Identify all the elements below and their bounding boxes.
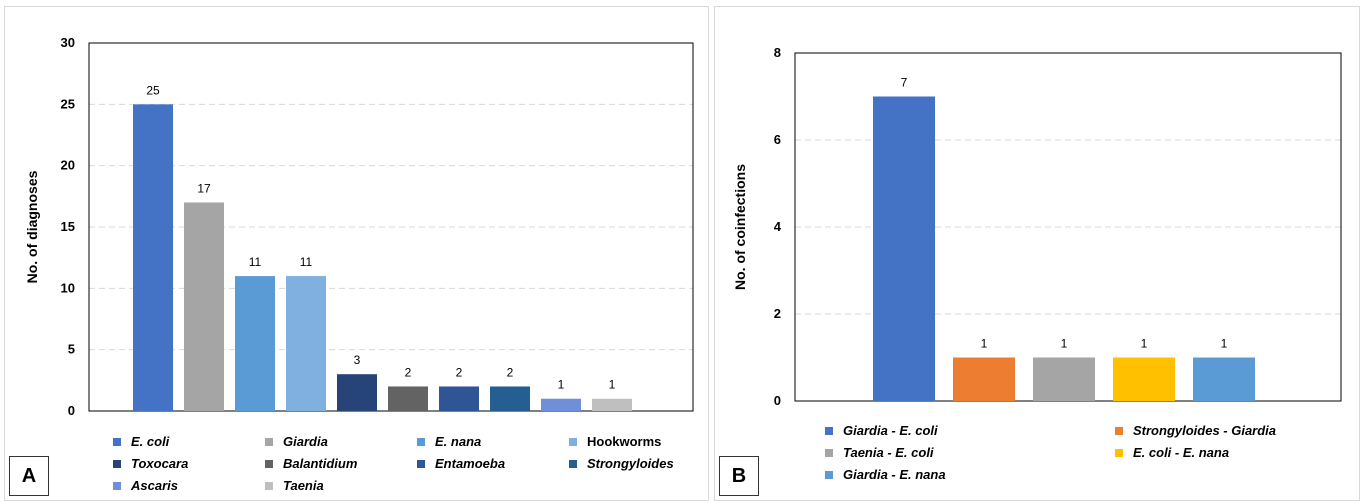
data-label: 25 [146,83,160,97]
legend-label: Taenia [283,478,324,493]
data-label: 11 [300,255,313,269]
bar-5 [1193,357,1255,401]
legend-item: Entamoeba [417,456,505,471]
legend-item: Taenia - E. coli [825,445,934,460]
bar-3 [235,276,275,411]
y-axis-title: No. of diagnoses [24,170,40,283]
y-tick-label: 0 [774,393,781,408]
data-label: 1 [558,378,565,392]
bar-3 [1033,357,1095,401]
legend-label: Toxocara [131,456,189,471]
legend-item: E. coli [113,434,169,449]
bar-4 [1113,357,1175,401]
data-label: 2 [456,365,463,379]
legend-item: Giardia - E. coli [825,423,938,438]
bar-9 [541,398,581,411]
data-label: 3 [354,353,361,367]
y-tick-label: 10 [61,280,75,295]
legend-swatch [825,448,833,457]
y-tick-label: 2 [774,306,781,321]
bar-2 [184,202,224,411]
bar-8 [490,386,530,411]
legend-label: Strongyloides - Giardia [1133,423,1277,438]
data-label: 2 [405,365,412,379]
data-label: 1 [609,378,616,392]
legend-label: Ascaris [131,478,178,493]
legend-swatch [265,437,273,446]
y-tick-label: 15 [61,219,75,234]
y-tick-label: 6 [774,132,781,147]
bar-2 [953,357,1015,401]
data-label: 1 [1141,337,1148,351]
legend-swatch [1115,426,1123,435]
y-tick-label: 0 [68,403,75,418]
legend-label: Giardia - E. coli [843,423,938,438]
legend-label: Giardia - E. nana [843,467,946,482]
legend-label: Hookworms [587,434,662,449]
legend-label: Taenia - E. coli [843,445,934,460]
legend-label: E. coli - E. nana [1133,445,1230,460]
legend-item: E. nana [417,434,481,449]
legend-swatch [1115,448,1123,457]
chart-panel-a: 0 5 10 15 20 25 30 No. of diagnoses 25 17 11 11 3 2 2 2… [4,6,709,501]
legend-swatch [113,459,121,468]
legend-label: Balantidium [283,456,358,471]
legend-swatch [265,459,273,468]
data-label: 17 [197,181,211,195]
panel-letter-b: B [719,456,759,496]
legend-swatch [825,470,833,479]
legend-label: Strongyloides [587,456,674,471]
y-tick-label: 4 [774,219,782,234]
chart-b-canvas: 0 2 4 6 8 No. of coinfections 7 1 1 1 1 [732,45,1342,408]
legend-label: E. nana [435,434,482,449]
data-label: 1 [981,337,988,351]
legend-swatch [417,437,425,446]
legend-item: Strongyloides - Giardia [1115,423,1276,438]
legend-item: Hookworms [569,434,661,449]
legend-swatch [265,481,273,490]
legend-item: Ascaris [113,478,178,493]
data-label: 2 [507,365,514,379]
legend-label: Entamoeba [435,456,506,471]
y-axis-title: No. of coinfections [732,164,748,290]
y-tick-label: 5 [68,342,75,357]
y-tick-label: 25 [61,96,75,111]
legend-swatch [113,437,121,446]
bar-4 [286,276,326,411]
data-label: 11 [249,255,262,269]
bar-1 [133,104,173,411]
legend-swatch [569,437,577,446]
legend-item: Toxocara [113,456,188,471]
legend-swatch [417,459,425,468]
bar-7 [439,386,479,411]
panel-letter-a: A [9,456,49,496]
data-label: 7 [901,76,908,90]
legend-item: Strongyloides [569,456,674,471]
data-label: 1 [1221,337,1228,351]
legend-swatch [569,459,577,468]
bar-5 [337,374,377,411]
y-tick-label: 20 [61,158,75,173]
chart-panel-b: 0 2 4 6 8 No. of coinfections 7 1 1 1 1 Giardia - … [714,6,1360,501]
legend-label: E. coli [131,434,170,449]
legend-label: Giardia [283,434,328,449]
bar-1 [873,96,935,401]
y-tick-label: 8 [774,45,781,60]
legend-item: Giardia - E. nana [825,467,946,482]
legend-item: Balantidium [265,456,357,471]
data-label: 1 [1061,337,1068,351]
legend-swatch [113,481,121,490]
legend-swatch [825,426,833,435]
bar-6 [388,386,428,411]
legend-item: E. coli - E. nana [1115,445,1229,460]
legend-item: Taenia [265,478,324,493]
legend-item: Giardia [265,434,328,449]
bar-10 [592,398,632,411]
y-tick-label: 30 [61,35,75,50]
